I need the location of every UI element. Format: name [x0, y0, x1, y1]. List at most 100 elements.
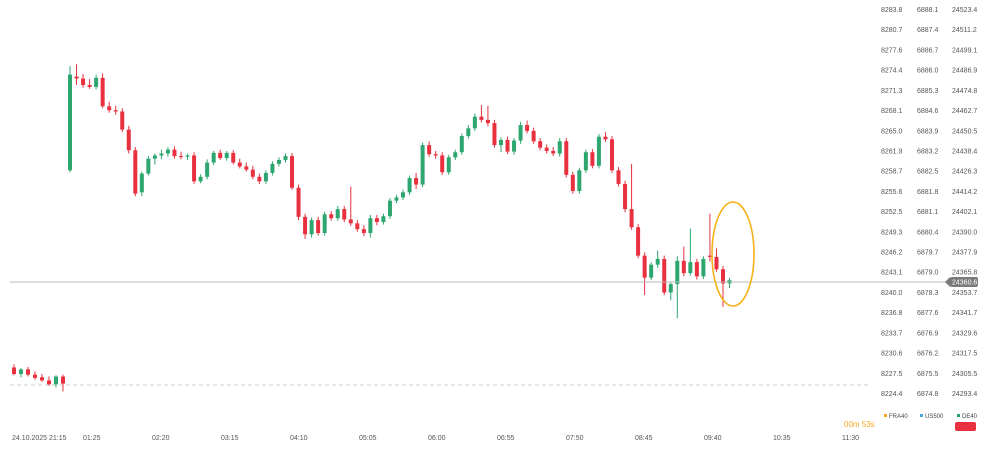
x-tick-label: 06:55 [497, 435, 515, 442]
y-tick-label: 24390.0 [952, 229, 977, 236]
legend: FRA40 US500 DE40 00m 53s [844, 414, 978, 431]
y-tick-label: 24462.7 [952, 108, 977, 115]
candle-down [237, 162, 242, 167]
y-tick-label: 6877.6 [917, 310, 939, 317]
y-tick-label: 24414.2 [952, 189, 977, 196]
candle-down [525, 125, 530, 131]
candle-up [205, 162, 210, 177]
candle-down [126, 129, 131, 151]
y-tick-label: 6883.2 [917, 148, 939, 155]
y-tick-label: 24474.8 [952, 88, 977, 95]
y-tick-label: 6886.7 [917, 47, 939, 54]
y-tick-label: 6874.8 [917, 391, 939, 398]
candles-layer [68, 64, 732, 319]
candle-up [94, 77, 99, 87]
candle-down [303, 216, 308, 235]
y-tick-label: 6876.2 [917, 351, 939, 358]
candle-down [244, 166, 249, 170]
candle-down [218, 152, 223, 159]
candle-down [12, 367, 16, 374]
candle-down [544, 147, 549, 151]
candle-up [459, 136, 464, 153]
y-tick-label: 8240.0 [881, 290, 903, 297]
current-price-value: 24360.6 [952, 280, 977, 287]
x-tick-label: 08:45 [635, 435, 653, 442]
y-tick-label: 8246.2 [881, 250, 903, 257]
candle-up [655, 258, 660, 265]
x-axis-labels: 24.10.2025 21:15 01:25 02:20 03:15 04:10 05:0… [12, 435, 859, 442]
candle-down [662, 258, 667, 293]
y-tick-label: 6881.1 [917, 209, 939, 216]
y-tick-label: 24402.1 [952, 209, 977, 216]
x-tick-label: 05:05 [359, 435, 377, 442]
candle-up [146, 158, 151, 174]
y-tick-label: 6888.1 [917, 7, 939, 14]
candle-up [401, 192, 406, 198]
candle-up [394, 197, 399, 201]
y-tick-label: 8243.1 [881, 270, 903, 277]
countdown-timer: 00m 53s [844, 420, 875, 429]
y-tick-label: 24365.8 [952, 270, 977, 277]
previous-session-candles [10, 364, 870, 392]
candle-up [270, 163, 275, 173]
x-tick-label: 07:50 [566, 435, 584, 442]
y-axis-labels: 8283.8 8280.7 8277.6 8274.4 8271.3 8268.1 8265… [881, 7, 977, 398]
y-tick-label: 8268.1 [881, 108, 903, 115]
y-tick-label: 6886.0 [917, 68, 939, 75]
legend-swatch [957, 414, 960, 417]
candle-down [681, 260, 686, 274]
candle-down [551, 150, 556, 154]
candle-up [263, 172, 268, 182]
y-tick-label: 24426.3 [952, 169, 977, 176]
candle-down [355, 223, 360, 230]
y-tick-label: 24499.1 [952, 47, 977, 54]
y-tick-label: 8236.8 [881, 310, 903, 317]
legend-label: DE40 [962, 414, 978, 420]
candle-down [505, 139, 510, 152]
candle-down [61, 376, 65, 384]
candle-up [198, 176, 203, 182]
candle-up [335, 209, 340, 219]
y-tick-label: 8261.9 [881, 148, 903, 155]
candle-down [87, 84, 92, 87]
y-tick-label: 24329.6 [952, 330, 977, 337]
candle-up [498, 139, 503, 146]
candle-down [636, 227, 641, 256]
y-tick-label: 24377.9 [952, 250, 977, 257]
y-tick-label: 24523.4 [952, 7, 977, 14]
y-tick-label: 8271.3 [881, 88, 903, 95]
candle-up [322, 214, 327, 234]
candle-down [120, 111, 125, 130]
y-tick-label: 24317.5 [952, 351, 977, 358]
candle-down [40, 377, 44, 381]
candle-up [309, 220, 314, 235]
candle-down [348, 219, 353, 224]
y-tick-label: 8227.5 [881, 371, 903, 378]
y-tick-label: 24438.4 [952, 148, 977, 155]
candle-down [113, 110, 118, 112]
candle-up [387, 200, 392, 217]
candle-up [407, 178, 412, 193]
candle-up [557, 141, 562, 154]
current-price-tag [950, 277, 978, 287]
y-tick-label: 8224.4 [881, 391, 903, 398]
candle-up [19, 369, 23, 374]
candle-up [446, 157, 451, 173]
sell-button [955, 422, 976, 431]
y-tick-label: 8280.7 [881, 27, 903, 34]
candle-up [283, 156, 288, 160]
candle-up [381, 216, 386, 223]
candle-down [531, 130, 536, 142]
y-tick-label: 8252.5 [881, 209, 903, 216]
candle-down [100, 77, 105, 107]
candle-down [172, 149, 177, 157]
candle-down [316, 220, 321, 234]
candle-down [179, 156, 184, 158]
candle-up [472, 116, 477, 129]
candle-down [609, 139, 614, 171]
candle-down [629, 209, 634, 228]
candle-down [479, 116, 484, 120]
x-tick-label: 01:25 [83, 435, 101, 442]
candle-down [250, 169, 255, 177]
